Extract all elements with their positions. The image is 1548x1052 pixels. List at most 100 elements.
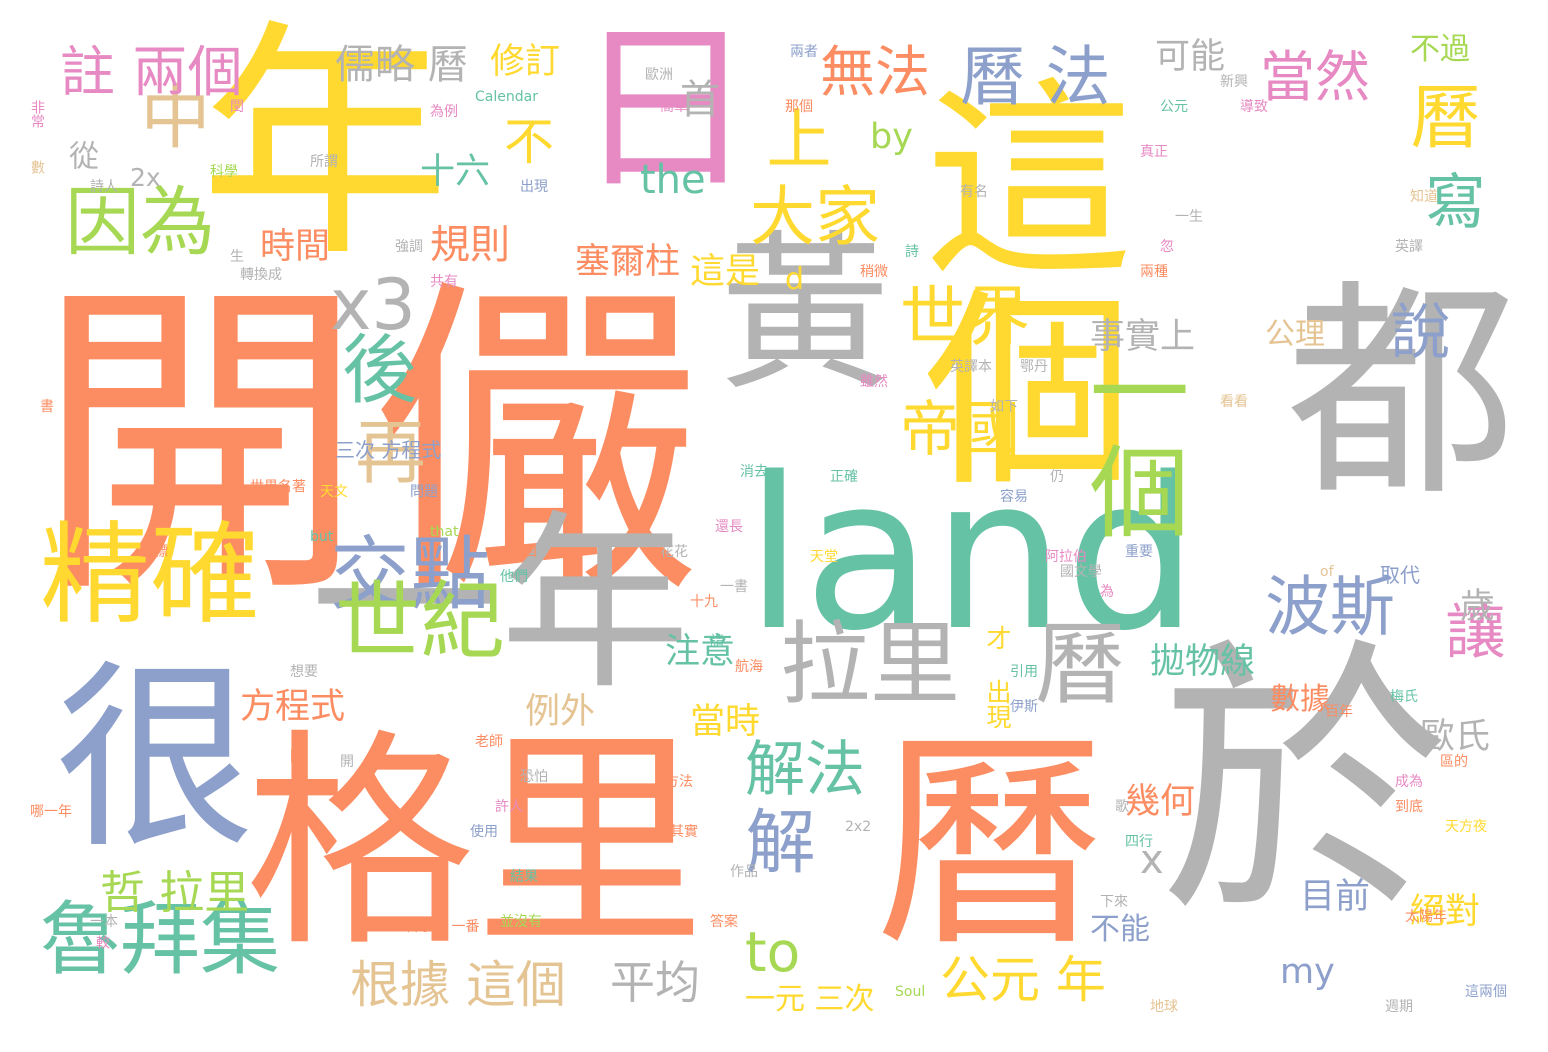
word-cloud-word: but	[310, 529, 334, 545]
word-cloud-word: Soul	[895, 984, 926, 1000]
word-cloud-word: 數據	[1270, 682, 1330, 717]
word-cloud-word: 書	[40, 399, 54, 415]
word-cloud-word: 公元	[1160, 99, 1188, 115]
word-cloud-word: 使用	[470, 824, 498, 840]
word-cloud-word: 較	[94, 935, 110, 949]
word-cloud-word: 正確	[830, 469, 858, 485]
word-cloud-word: 拉里	[780, 612, 960, 717]
word-cloud-word: 太陽年	[1405, 909, 1447, 925]
word-cloud-word: 歲	[1460, 587, 1496, 627]
word-cloud-word: 這兩個	[1465, 984, 1507, 1000]
word-cloud-word: 開	[340, 754, 354, 770]
word-cloud-word: 真正	[1140, 144, 1168, 160]
word-cloud-word: 再	[344, 415, 426, 485]
word-cloud-word: 天方夜	[1445, 819, 1487, 835]
word-cloud-word: of	[1320, 564, 1334, 580]
word-cloud-word: 兩者	[790, 44, 818, 60]
word-cloud-word: 伊斯	[1010, 699, 1038, 715]
word-cloud-word: 老師	[475, 734, 503, 750]
word-cloud-word: 2x	[130, 163, 161, 192]
word-cloud-word: 上	[755, 105, 830, 170]
word-cloud-word: 大家	[750, 180, 881, 255]
word-cloud-word: 曆	[1035, 612, 1125, 717]
word-cloud-word: 交點	[330, 528, 490, 621]
word-cloud-word: 公元 年	[940, 951, 1106, 1009]
word-cloud-word: 下來	[1100, 894, 1128, 910]
word-cloud-word: 例外	[525, 692, 596, 732]
word-cloud-word: 塞爾柱	[575, 242, 681, 282]
word-cloud-word: 波斯	[1265, 570, 1396, 645]
word-cloud-word: 百年	[1325, 704, 1353, 720]
word-cloud-word: 新興	[1220, 74, 1248, 90]
word-cloud-word: 說	[1380, 300, 1450, 360]
word-cloud-word: 歐氏	[1420, 717, 1491, 757]
word-cloud-word: that	[430, 524, 459, 540]
word-cloud-word: 週期	[1385, 999, 1413, 1015]
word-cloud-word: 方程式	[240, 687, 346, 727]
word-cloud-word: 為	[1100, 584, 1114, 600]
word-cloud-word: by	[870, 117, 913, 157]
word-cloud-word: 日	[575, 5, 756, 214]
word-cloud-word: 2x2	[845, 819, 872, 835]
word-cloud-word: 一生	[1175, 209, 1203, 225]
word-cloud-word: 知道	[1410, 189, 1438, 205]
word-cloud-word: 數	[29, 160, 45, 174]
word-cloud-word: 很	[55, 643, 256, 876]
word-cloud-word: 寫	[1415, 170, 1485, 230]
word-cloud-word: 不	[496, 115, 554, 165]
word-cloud-word: 有名	[960, 184, 988, 200]
word-cloud-word: 絕對	[1410, 892, 1481, 932]
word-cloud-word: 一本	[90, 914, 118, 930]
word-cloud-word: 哲 拉里	[100, 866, 250, 919]
word-cloud-word: 曆	[875, 711, 1106, 978]
word-cloud-word: 取代	[1380, 563, 1420, 587]
word-cloud-word: 歌	[1115, 799, 1129, 815]
word-cloud-word: 帝國	[900, 395, 1020, 465]
word-cloud-word: 國文學	[1060, 564, 1102, 580]
word-cloud-word: 英譯	[1395, 239, 1423, 255]
word-cloud-word: Calendar	[475, 89, 538, 105]
word-cloud-word: 格里	[245, 711, 706, 978]
word-cloud-word: 導致	[1240, 99, 1268, 115]
word-cloud-word: 注意	[665, 632, 736, 672]
word-cloud-word: 結果	[510, 869, 538, 885]
word-cloud-word: 開	[35, 253, 365, 637]
word-cloud-word: 從	[63, 140, 98, 170]
word-cloud-word: 兩種	[1140, 264, 1168, 280]
word-cloud-word: 計畫	[650, 919, 678, 935]
word-cloud-word: 生	[230, 249, 244, 265]
word-cloud-word: 時間	[260, 227, 331, 267]
word-cloud-word: 梅氏	[1390, 689, 1418, 705]
word-cloud-word: 區的	[1440, 754, 1468, 770]
word-cloud-word: 黃	[720, 216, 891, 414]
word-cloud-word: 世紀	[335, 573, 506, 672]
word-cloud-word: 讓	[1435, 600, 1505, 660]
word-cloud-word: 魯拜集	[40, 893, 280, 986]
word-cloud-word: 座標	[140, 544, 168, 560]
word-cloud-word: 年	[200, 0, 450, 290]
word-cloud-word: 忽	[1160, 239, 1174, 255]
word-cloud-word: 閏	[230, 99, 244, 115]
word-cloud-word: 轉換成	[240, 267, 282, 283]
word-cloud-word: 還長	[715, 519, 743, 535]
word-cloud-word: 因為	[65, 178, 216, 266]
word-cloud-word: 仍	[1050, 469, 1064, 485]
word-cloud-word: to	[745, 920, 801, 984]
word-cloud-word: 問題	[410, 484, 438, 500]
word-cloud-word: 都	[1247, 270, 1514, 500]
word-cloud-word: 心目	[510, 544, 538, 560]
word-cloud-word: 平均	[610, 956, 701, 1009]
word-cloud-word: 拋物線	[1150, 642, 1256, 682]
word-cloud-word: 共有	[430, 274, 458, 290]
word-cloud-word: 後	[329, 330, 417, 405]
word-cloud-word: 可能	[1155, 37, 1226, 77]
word-cloud-word: 曆 法	[960, 40, 1111, 115]
word-cloud-word: 消去	[740, 464, 768, 480]
word-cloud-word: 為例	[430, 104, 458, 120]
word-cloud-word: 恐怕	[520, 769, 548, 785]
word-cloud-word: 這個	[888, 70, 1133, 490]
word-cloud-word: 三次 方程式	[335, 438, 442, 462]
word-cloud-word: 所謂	[310, 154, 338, 170]
word-cloud-word: 十六	[420, 152, 491, 192]
